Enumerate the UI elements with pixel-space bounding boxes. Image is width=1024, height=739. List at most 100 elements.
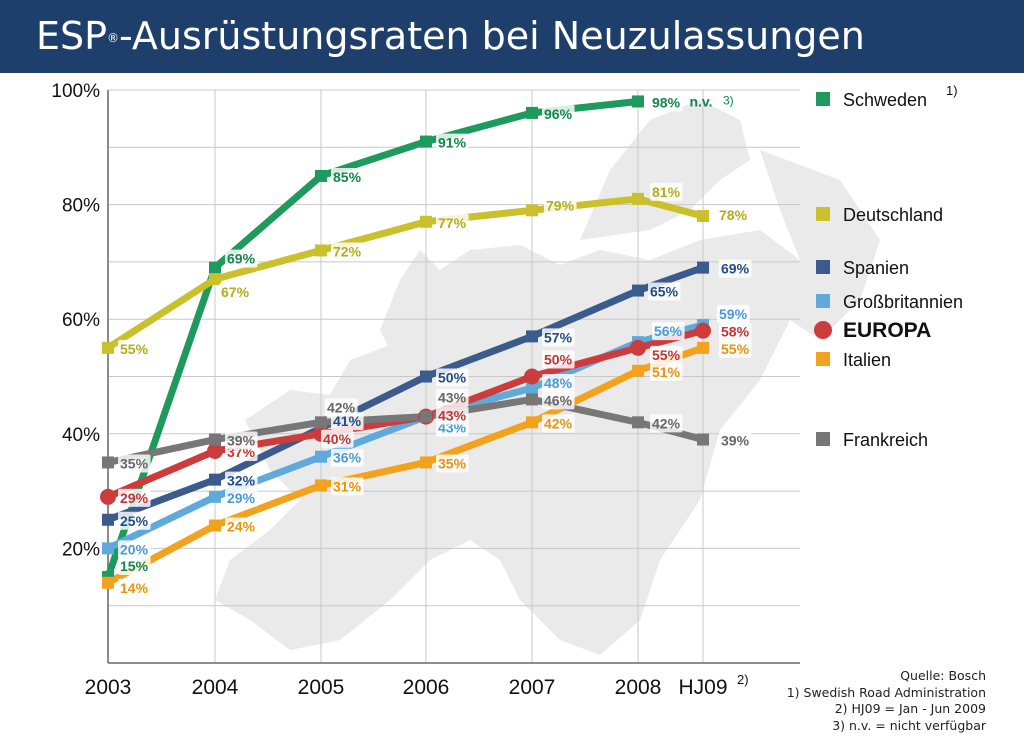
data-label: 32% <box>227 473 256 489</box>
x-tick-label: 2003 <box>85 676 132 699</box>
x-tick-label: 2007 <box>509 676 556 699</box>
data-label: 42% <box>327 399 356 415</box>
data-label-bg <box>331 477 364 496</box>
data-label: 15% <box>120 558 149 574</box>
footnotes: Quelle: Bosch 1) Swedish Road Administra… <box>787 668 986 734</box>
data-point <box>630 339 646 356</box>
data-point <box>526 393 538 406</box>
data-label: 42% <box>652 415 681 431</box>
data-label: 48% <box>544 375 573 391</box>
data-label-bg <box>542 104 575 123</box>
data-label: 79% <box>546 197 575 213</box>
series-markers <box>100 95 711 589</box>
data-label-bg <box>542 414 575 433</box>
data-label-bg <box>542 373 575 392</box>
legend-label: Deutschland <box>843 205 943 225</box>
registered-mark: ® <box>107 31 120 45</box>
data-label: 20% <box>120 541 149 557</box>
data-point <box>315 169 327 182</box>
data-label-bg <box>650 362 683 381</box>
data-label: 91% <box>438 135 467 151</box>
data-point <box>315 450 327 463</box>
data-point <box>697 210 709 223</box>
data-label-bg <box>719 259 752 278</box>
data-label-bg <box>225 488 258 507</box>
data-label-bg <box>542 350 575 369</box>
legend-marker <box>816 92 830 106</box>
data-label-bg <box>544 196 577 215</box>
data-label: 59% <box>719 306 748 322</box>
data-point <box>102 542 114 555</box>
x-tick-label: 2004 <box>192 676 239 699</box>
legend-marker <box>816 432 830 446</box>
legend-marker <box>816 352 830 366</box>
data-label-bg <box>719 339 752 358</box>
missing-value-note: 3) <box>723 93 734 107</box>
data-label: 65% <box>650 284 679 300</box>
data-label-bg <box>436 213 469 232</box>
data-point <box>420 370 432 383</box>
data-label: 56% <box>654 323 683 339</box>
data-label-bg <box>542 391 575 410</box>
data-labels: 15% 69% 85% 91% 96% 98% n.v. 3) 55% 67% 72% 77% 79% 8… <box>118 93 752 597</box>
data-point <box>526 381 538 394</box>
data-point <box>209 473 221 486</box>
data-label: 72% <box>333 243 362 259</box>
data-label-bg <box>118 454 151 473</box>
legend-marker <box>814 321 832 339</box>
data-point <box>526 106 538 119</box>
data-point <box>526 330 538 343</box>
data-label: 31% <box>333 478 362 494</box>
data-label-bg <box>225 471 258 490</box>
data-label-bg <box>321 429 354 448</box>
footnote-3: 3) n.v. = nicht verfügbar <box>832 717 986 733</box>
data-point <box>315 479 327 492</box>
legend-label: Frankreich <box>843 430 928 450</box>
legend-note: 1) <box>946 83 958 98</box>
data-label-bg <box>118 511 151 530</box>
data-label: 78% <box>719 207 748 223</box>
legend: Schweden 1) Deutschland Spanien Großbritanni… <box>814 83 963 450</box>
data-label: 55% <box>120 341 149 357</box>
data-label-bg <box>325 398 358 417</box>
data-point <box>632 364 644 377</box>
data-label: 50% <box>544 352 573 368</box>
data-label-bg <box>331 167 364 186</box>
legend-marker <box>816 260 830 274</box>
data-point <box>102 341 114 354</box>
data-label: 51% <box>652 364 681 380</box>
data-label: 36% <box>333 450 362 466</box>
data-label: 69% <box>227 251 256 267</box>
data-point <box>315 416 327 429</box>
data-label: 29% <box>227 490 256 506</box>
data-label: 41% <box>333 413 362 429</box>
data-label-bg <box>225 517 258 536</box>
data-point <box>209 433 221 446</box>
data-label: 50% <box>438 370 467 386</box>
title-bar: ESP®-Ausrüstungsraten bei Neuzulassungen <box>0 0 1024 73</box>
title-prefix: ESP <box>36 14 108 58</box>
data-point <box>102 513 114 526</box>
legend-marker <box>816 207 830 221</box>
data-point <box>420 410 432 423</box>
data-label-bg <box>650 93 683 112</box>
data-point <box>102 456 114 469</box>
data-label: 43% <box>438 408 467 424</box>
data-point <box>209 519 221 532</box>
data-label: 57% <box>544 329 573 345</box>
data-point <box>697 261 709 274</box>
legend-label: Italien <box>843 350 891 370</box>
data-label: 85% <box>333 169 362 185</box>
y-tick-label: 20% <box>62 539 100 560</box>
legend-label: Schweden <box>843 90 927 110</box>
data-label-bg <box>436 454 469 473</box>
axes: 20% 40% 60% 80% 100% 2003 2004 2005 2006 2007 2008… <box>51 81 800 699</box>
data-label: 24% <box>227 518 256 534</box>
data-label-bg <box>719 322 752 341</box>
data-point <box>209 273 221 286</box>
data-label-bg <box>436 133 469 152</box>
data-label: 55% <box>652 347 681 363</box>
data-label: 81% <box>652 184 681 200</box>
data-label-bg <box>436 388 469 407</box>
